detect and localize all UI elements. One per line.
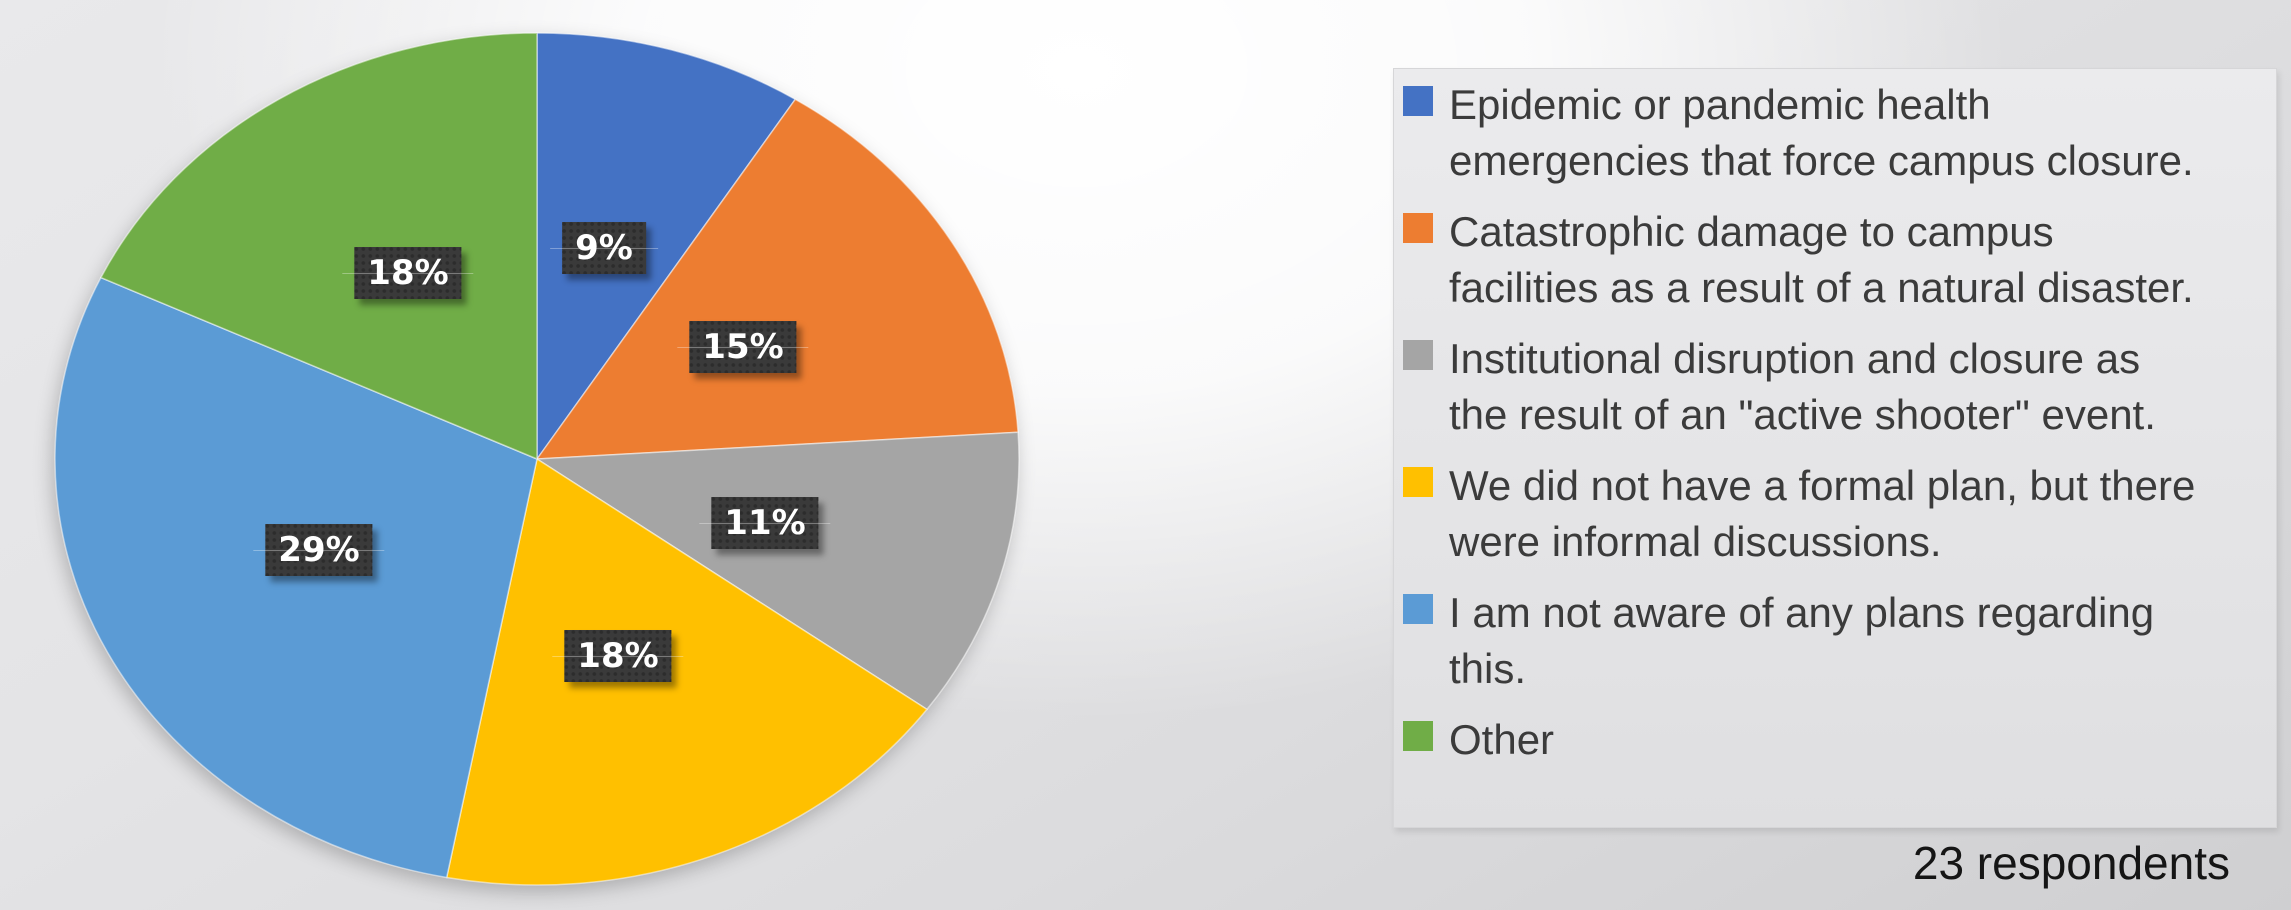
pie-slice-4 xyxy=(445,457,929,886)
legend-swatch xyxy=(1403,467,1433,497)
pie-slice-6 xyxy=(99,32,538,461)
pie-data-label-text: 15% xyxy=(702,327,784,367)
legend-item-3: Institutional disruption and closure as … xyxy=(1403,331,2276,443)
legend-swatch xyxy=(1403,213,1433,243)
pie-data-label-text: 29% xyxy=(278,530,360,570)
pie-data-label-3: 11% xyxy=(699,497,832,549)
legend-item-1: Epidemic or pandemic health emergencies … xyxy=(1403,77,2276,189)
pie-slice-1 xyxy=(536,32,797,462)
legend-item-6: Other xyxy=(1403,712,2276,768)
pie-data-label-text: 18% xyxy=(577,636,659,676)
pie-data-label-5: 29% xyxy=(253,524,386,576)
legend-swatch xyxy=(1403,721,1433,751)
legend-label: We did not have a formal plan, but there… xyxy=(1449,462,2196,565)
legend-label: Catastrophic damage to campus facilities… xyxy=(1449,208,2194,311)
legend-item-2: Catastrophic damage to campus facilities… xyxy=(1403,204,2276,316)
legend-swatch xyxy=(1403,340,1433,370)
legend-label: Other xyxy=(1449,716,1555,763)
legend-swatch xyxy=(1403,594,1433,624)
legend-label: Institutional disruption and closure as … xyxy=(1449,335,2156,438)
respondents-note: 23 respondents xyxy=(1912,837,2230,889)
pie-data-label-2: 15% xyxy=(677,321,810,373)
legend-label: I am not aware of any plans regarding th… xyxy=(1449,589,2155,692)
legend-item-4: We did not have a formal plan, but there… xyxy=(1403,458,2276,570)
pie-data-label-text: 18% xyxy=(367,253,449,293)
pie-data-label-text: 11% xyxy=(724,503,806,543)
pie-slice-3 xyxy=(534,431,1020,711)
pie-slice-5 xyxy=(54,276,538,879)
legend-label: Epidemic or pandemic health emergencies … xyxy=(1449,81,2194,184)
legend-swatch xyxy=(1403,86,1433,116)
pie-data-label-4: 18% xyxy=(552,630,685,682)
pie-data-label-text: 9% xyxy=(575,228,633,268)
pie-data-label-1: 9% xyxy=(550,222,658,274)
pie-data-label-6: 18% xyxy=(342,247,475,299)
legend-item-5: I am not aware of any plans regarding th… xyxy=(1403,585,2276,697)
pie-slice-2 xyxy=(535,98,1019,460)
legend: Epidemic or pandemic health emergencies … xyxy=(1393,68,2277,828)
